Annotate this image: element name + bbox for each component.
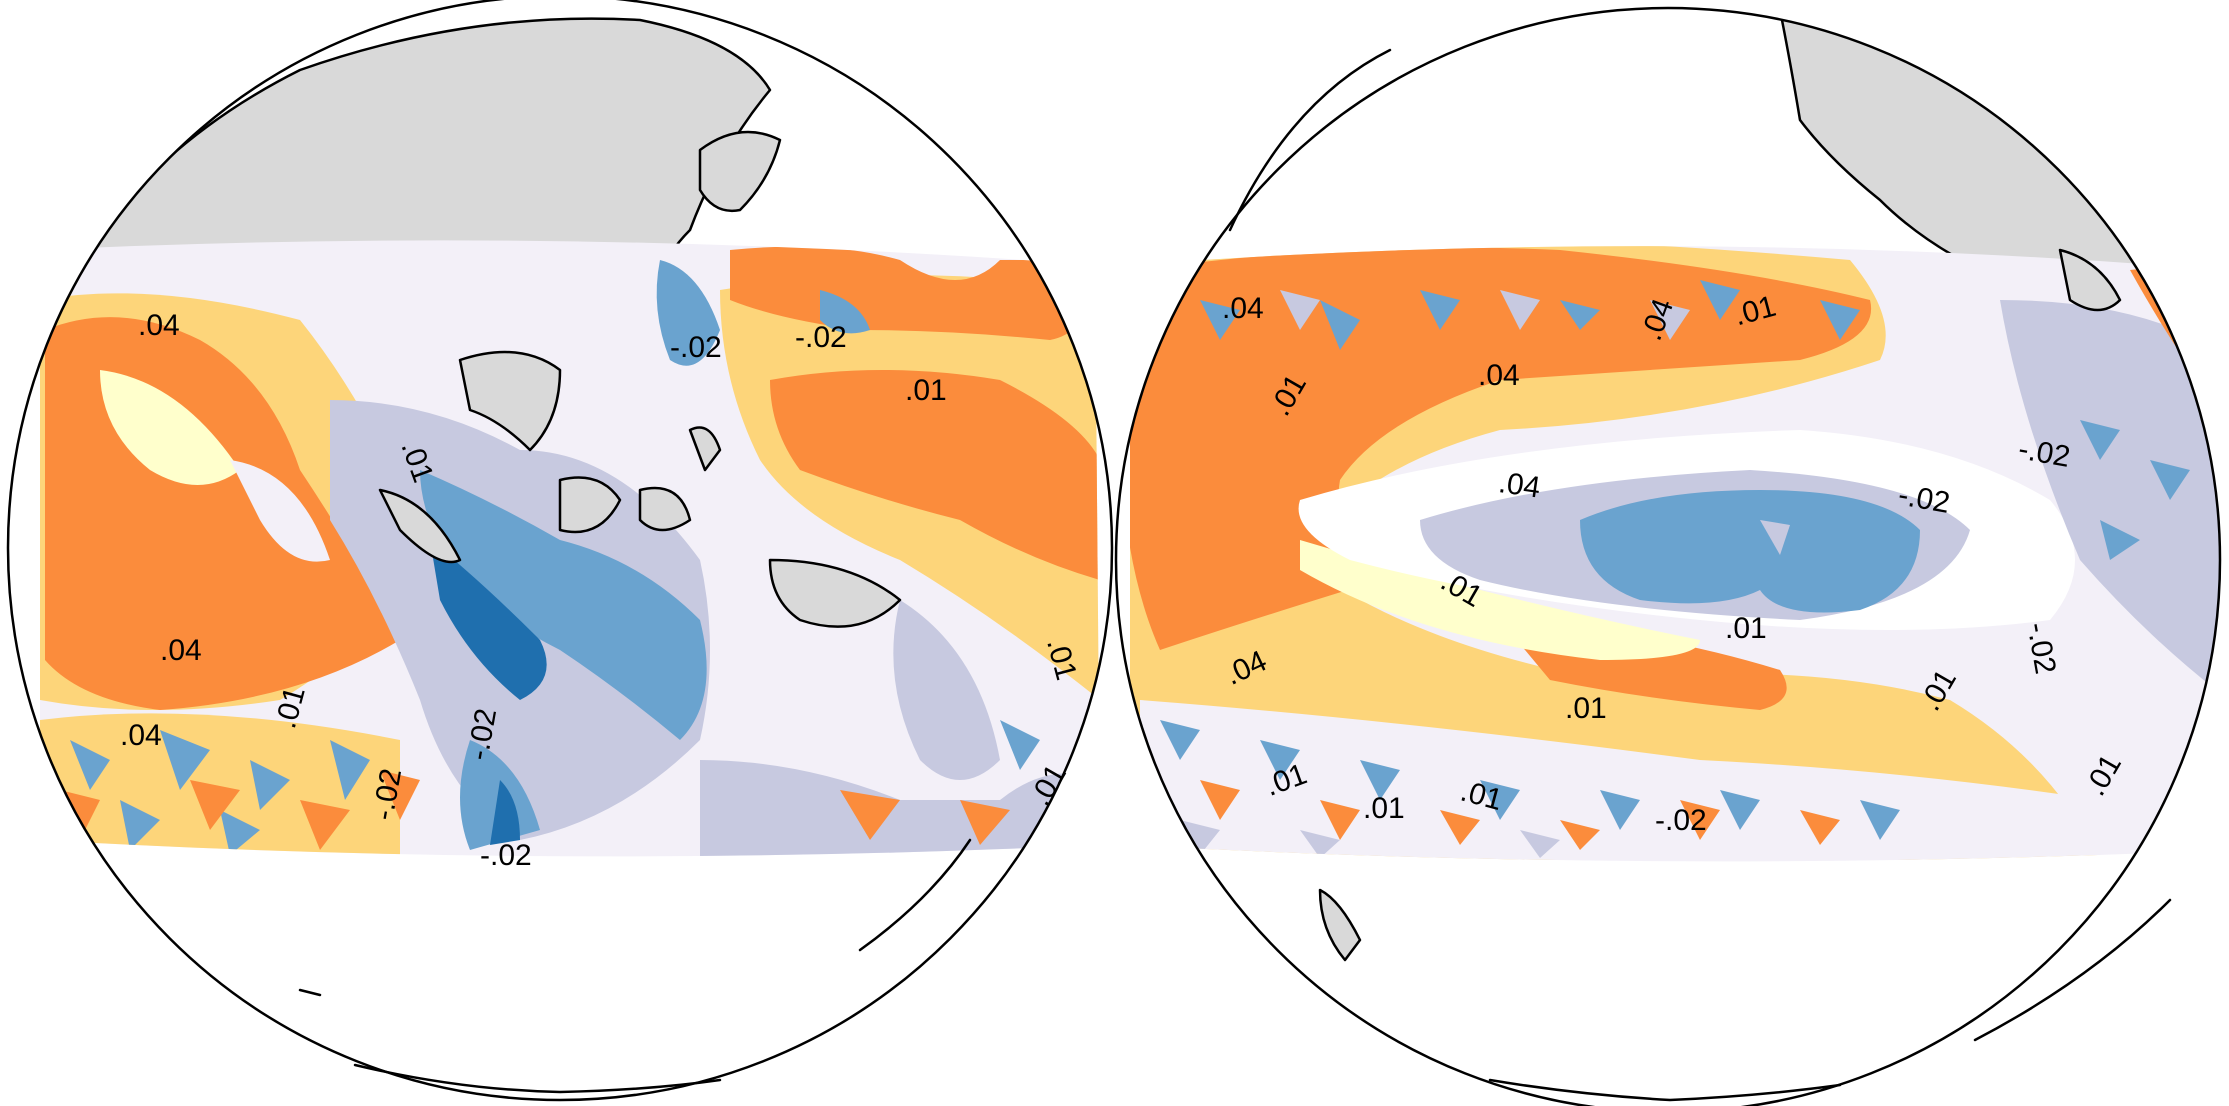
left-contour-labels: .04 .01 .04 .04 .01 -.02 -.02 -.02 .01 -… (120, 309, 1083, 872)
contour-label: .01 (1363, 792, 1405, 825)
right-hemisphere-globe (1114, 6, 2222, 1106)
contour-label: -.02 (670, 331, 722, 364)
contour-label: .04 (1497, 466, 1543, 504)
contour-label: .04 (1222, 292, 1264, 325)
contour-label: -.02 (1655, 804, 1707, 837)
contour-label: .04 (1478, 359, 1520, 392)
contour-label: .04 (160, 634, 202, 667)
globe-rim-lines (298, 48, 2172, 1102)
contour-label: -.02 (480, 839, 532, 872)
contour-label: .01 (905, 374, 947, 407)
right-anomaly-field (1130, 246, 2220, 862)
left-hemisphere-globe (6, 0, 1114, 1102)
contour-label: .01 (1565, 692, 1607, 725)
contour-label: .01 (1725, 612, 1767, 645)
left-anomaly-field (40, 240, 1100, 857)
contour-label: .04 (120, 719, 162, 752)
contour-label: -.02 (795, 321, 847, 354)
contour-label: .04 (138, 309, 180, 342)
